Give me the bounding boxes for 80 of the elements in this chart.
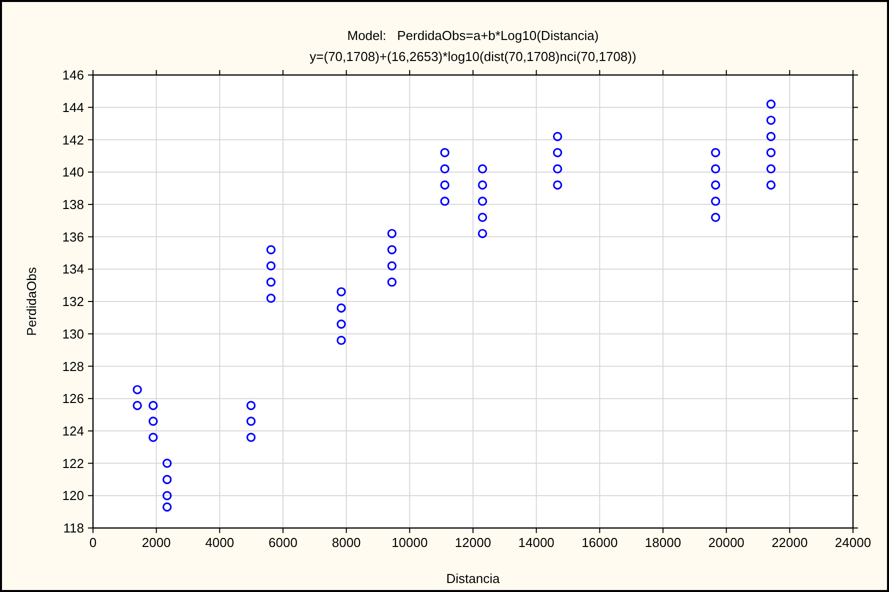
x-tick-label: 18000	[644, 535, 682, 550]
point	[148, 416, 158, 426]
y-tick-label: 128	[62, 358, 84, 374]
point	[478, 180, 488, 190]
point	[336, 287, 346, 296]
point	[552, 132, 562, 142]
point	[266, 294, 276, 303]
y-tick-label: 140	[62, 164, 84, 180]
point	[710, 212, 720, 222]
point	[246, 416, 256, 426]
x-tick-label: 12000	[454, 535, 492, 550]
y-tick-label: 134	[62, 262, 84, 277]
y-tick-label: 130	[62, 326, 84, 342]
point	[246, 432, 256, 442]
point	[336, 320, 346, 329]
point	[710, 148, 720, 158]
point	[387, 228, 397, 238]
point	[552, 180, 562, 190]
point	[266, 261, 276, 271]
y-tick-label: 126	[62, 391, 84, 406]
point	[552, 148, 562, 158]
chart-subtitle: y=(70,1708)+(16,2653)*log10(dist(70,1708)nci(70,1708))	[310, 49, 636, 64]
point	[766, 164, 776, 174]
point	[478, 228, 488, 238]
point	[478, 212, 488, 222]
x-tick-label: 6000	[268, 535, 298, 550]
x-tick-label: 10000	[392, 535, 428, 550]
point	[148, 400, 158, 410]
x-axis-title: Distancia	[446, 571, 500, 586]
y-axis-title: PerdidaObs	[24, 266, 39, 336]
point	[478, 164, 488, 174]
point	[387, 261, 397, 271]
point	[246, 400, 256, 410]
point	[766, 100, 776, 109]
point	[766, 116, 776, 125]
x-tick-label: 4000	[205, 535, 234, 550]
point	[266, 245, 276, 254]
point	[336, 336, 346, 345]
point	[162, 474, 172, 484]
y-tick-label: 138	[62, 196, 84, 212]
y-tick-label: 142	[62, 132, 84, 148]
point	[440, 196, 450, 206]
x-tick-label: 0	[89, 535, 97, 550]
point	[387, 277, 397, 287]
x-tick-label: 8000	[332, 535, 361, 550]
point	[766, 132, 776, 142]
point	[266, 277, 276, 287]
y-tick-label: 144	[62, 100, 84, 115]
y-tick-label: 146	[62, 68, 84, 83]
point	[440, 180, 450, 190]
y-tick-label: 132	[62, 294, 84, 310]
point	[710, 180, 720, 190]
x-tick-label: 22000	[772, 535, 808, 550]
y-tick-label: 124	[62, 423, 84, 438]
point	[440, 164, 450, 174]
x-tick-label: 20000	[708, 535, 744, 550]
point	[162, 491, 172, 500]
y-tick-label: 136	[62, 229, 84, 244]
point	[710, 196, 720, 206]
point	[766, 180, 776, 190]
point	[710, 164, 720, 174]
point	[132, 385, 142, 394]
x-tick-label: 14000	[518, 535, 554, 550]
point	[478, 196, 488, 206]
y-tick-label: 118	[63, 520, 84, 536]
point	[766, 148, 776, 158]
x-tick-label: 16000	[582, 535, 618, 550]
y-tick-label: 122	[62, 456, 84, 471]
point	[387, 245, 397, 254]
x-tick-label: 2000	[142, 535, 171, 550]
point	[336, 303, 346, 313]
point	[162, 502, 172, 512]
point	[552, 164, 562, 174]
y-tick-label: 120	[62, 488, 84, 504]
point	[440, 148, 450, 158]
point	[162, 458, 172, 468]
chart-title: Model: PerdidaObs=a+b*Log10(Distancia)	[347, 28, 599, 43]
point	[148, 432, 158, 442]
point	[132, 400, 142, 410]
x-tick-label: 24000	[834, 535, 872, 550]
